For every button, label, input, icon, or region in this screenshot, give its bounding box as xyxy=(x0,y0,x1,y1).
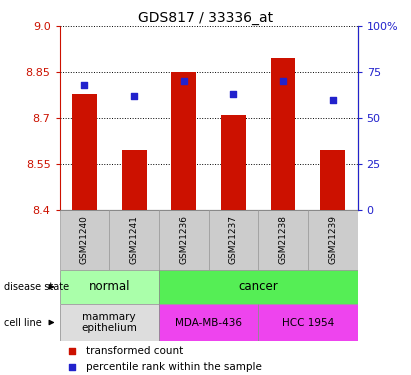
Bar xyxy=(308,210,358,270)
Bar xyxy=(208,210,258,270)
Text: GSM21237: GSM21237 xyxy=(229,216,238,264)
Text: GDS817 / 33336_at: GDS817 / 33336_at xyxy=(138,11,273,25)
Bar xyxy=(60,210,109,270)
Bar xyxy=(258,210,308,270)
Bar xyxy=(320,150,345,210)
Text: MDA-MB-436: MDA-MB-436 xyxy=(175,318,242,327)
Bar xyxy=(258,304,358,341)
Text: GSM21239: GSM21239 xyxy=(328,216,337,264)
Bar xyxy=(109,210,159,270)
Point xyxy=(68,364,75,370)
Bar xyxy=(72,94,97,210)
Text: transformed count: transformed count xyxy=(86,346,184,356)
Text: GSM21236: GSM21236 xyxy=(179,216,188,264)
Bar xyxy=(159,270,358,304)
Bar xyxy=(171,72,196,210)
Bar xyxy=(159,304,258,341)
Point xyxy=(230,91,237,97)
Point xyxy=(180,78,187,84)
Point xyxy=(330,97,336,103)
Text: disease state: disease state xyxy=(4,282,69,292)
Bar xyxy=(271,58,296,210)
Bar xyxy=(221,115,246,210)
Bar xyxy=(60,304,159,341)
Text: mammary
epithelium: mammary epithelium xyxy=(81,312,137,333)
Text: HCC 1954: HCC 1954 xyxy=(282,318,334,327)
Point xyxy=(81,82,88,88)
Point xyxy=(131,93,137,99)
Bar xyxy=(122,150,146,210)
Bar xyxy=(60,270,159,304)
Text: cell line: cell line xyxy=(4,318,42,327)
Text: cancer: cancer xyxy=(238,280,278,293)
Bar xyxy=(159,210,208,270)
Text: GSM21241: GSM21241 xyxy=(129,216,139,264)
Point xyxy=(280,78,286,84)
Text: GSM21238: GSM21238 xyxy=(279,216,288,264)
Point xyxy=(68,348,75,354)
Text: GSM21240: GSM21240 xyxy=(80,216,89,264)
Text: normal: normal xyxy=(88,280,130,293)
Text: percentile rank within the sample: percentile rank within the sample xyxy=(86,362,262,372)
